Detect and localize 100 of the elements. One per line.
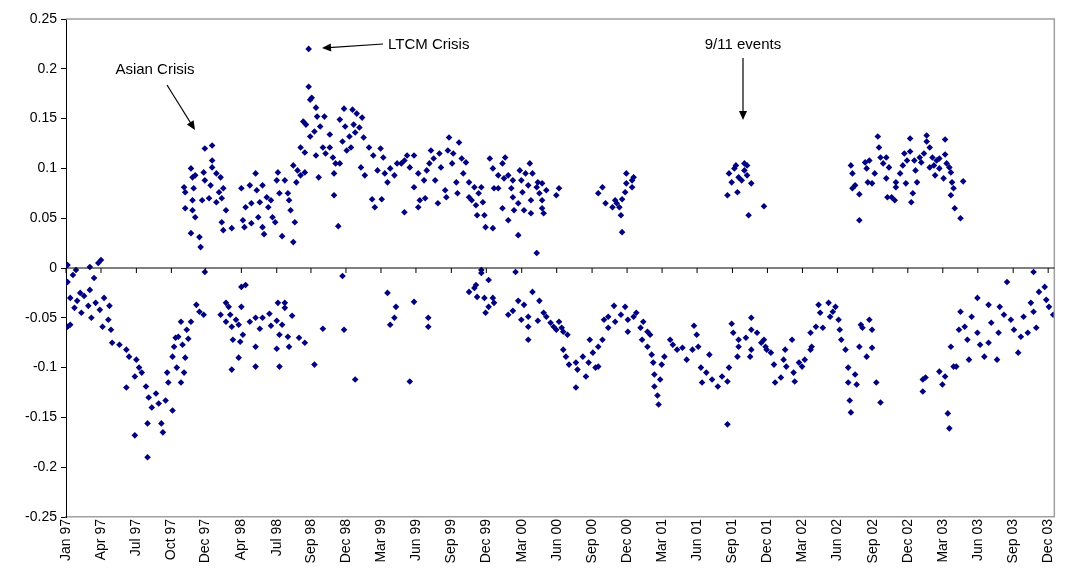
point (374, 167, 381, 174)
point (651, 371, 658, 378)
point (679, 344, 686, 351)
point (381, 170, 389, 177)
x-tick-label: Jun 03 (968, 518, 985, 562)
x-tick-label: Jun 02 (828, 518, 845, 562)
point (961, 323, 969, 331)
point (637, 324, 644, 332)
point (735, 336, 742, 344)
point (524, 313, 532, 321)
point (574, 366, 581, 373)
point (1020, 313, 1027, 321)
point (391, 314, 398, 322)
point (351, 376, 359, 383)
x-tick-label: Sep 03 (1004, 518, 1021, 564)
point (239, 331, 247, 339)
point (689, 346, 696, 353)
point (791, 378, 799, 385)
point (489, 294, 497, 302)
point (651, 383, 658, 390)
point (226, 311, 234, 319)
x-tick-label: Mar 01 (652, 518, 669, 563)
point (1003, 278, 1011, 286)
point (599, 336, 606, 344)
point (246, 318, 254, 326)
point (274, 299, 282, 307)
x-tick-label: Dec 01 (758, 518, 775, 564)
point (559, 328, 567, 336)
point (371, 203, 379, 211)
point (252, 363, 259, 370)
point (947, 343, 955, 350)
point (350, 121, 357, 128)
point (305, 45, 312, 53)
point (826, 313, 834, 321)
point (341, 123, 349, 130)
point (604, 324, 612, 332)
point (666, 336, 674, 344)
point (252, 314, 259, 322)
x-tick-label: Dec 97 (196, 518, 213, 564)
point (1042, 296, 1050, 304)
point (410, 184, 418, 191)
point (746, 353, 754, 360)
point (644, 343, 651, 350)
point (353, 110, 361, 117)
point (252, 343, 259, 350)
point (835, 316, 842, 324)
point (815, 301, 822, 309)
x-tick-label: Jun 99 (406, 518, 423, 562)
point (266, 310, 273, 318)
point (1014, 349, 1022, 356)
point (724, 421, 731, 428)
y-tick-label: -0.1 (32, 358, 58, 375)
point (1045, 303, 1053, 311)
point (693, 331, 700, 339)
point (868, 326, 876, 334)
point (646, 331, 654, 339)
point (547, 319, 554, 327)
point (690, 322, 698, 330)
point (604, 313, 612, 321)
point (391, 172, 398, 179)
point (846, 397, 854, 404)
point (238, 303, 245, 311)
point (384, 179, 391, 186)
point (377, 145, 384, 152)
point (401, 208, 408, 216)
annotation: LTCM Crisis (388, 35, 470, 53)
point (518, 316, 525, 324)
point (524, 323, 532, 331)
point (609, 203, 616, 211)
point (288, 312, 296, 320)
point (349, 106, 356, 113)
point (996, 303, 1004, 311)
point (856, 343, 863, 350)
x-tick-label: Jun 00 (547, 518, 564, 562)
point (724, 378, 731, 385)
point (964, 336, 971, 344)
x-tick-label: Sep 01 (723, 518, 740, 564)
point (844, 364, 852, 371)
x-tick-label: Sep 02 (863, 518, 880, 564)
point (340, 326, 348, 334)
point (520, 301, 528, 309)
point (313, 113, 321, 120)
point (336, 116, 344, 123)
point (504, 311, 512, 319)
point (1030, 308, 1037, 316)
point (763, 346, 770, 353)
point (968, 313, 975, 321)
point (564, 331, 571, 339)
x-tick-label: Dec 02 (898, 518, 915, 564)
point (351, 129, 359, 136)
point (534, 317, 542, 325)
point (600, 316, 608, 324)
point (222, 318, 230, 326)
point (742, 334, 750, 342)
point (330, 191, 338, 199)
point (378, 195, 386, 203)
point (624, 316, 632, 324)
point (985, 339, 992, 346)
y-tick-label: 0.15 (29, 109, 58, 126)
point (616, 203, 623, 211)
